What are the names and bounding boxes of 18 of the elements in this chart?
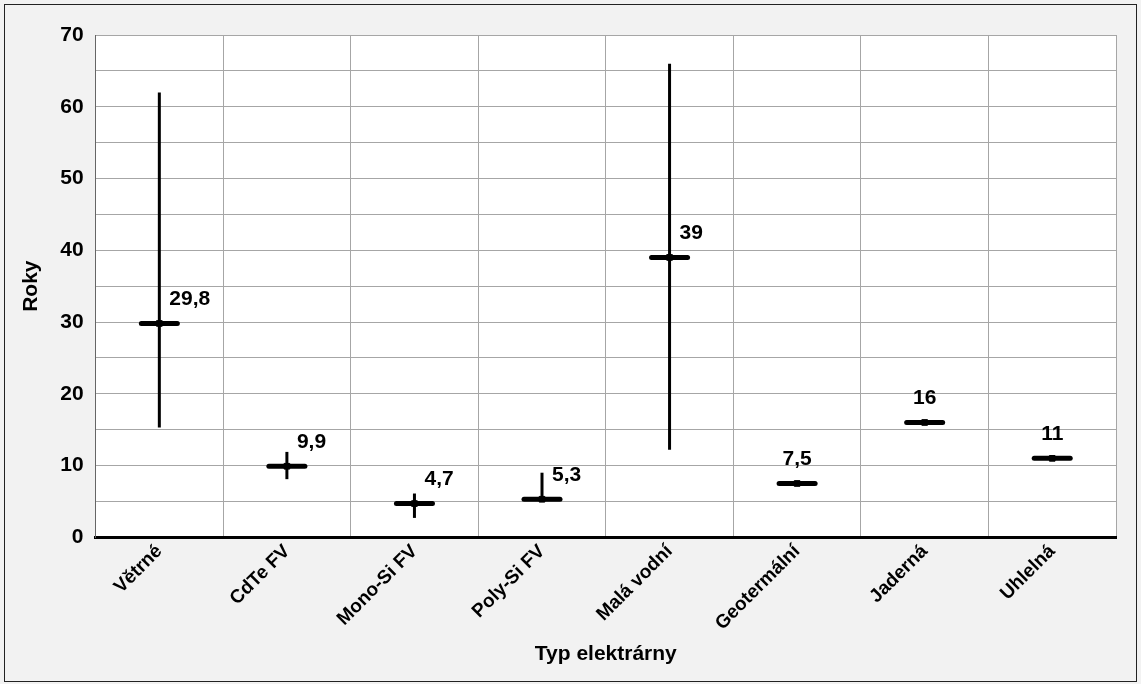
data-label: 7,5 — [782, 445, 813, 469]
y-tick-label: 10 — [60, 452, 84, 476]
x-axis-title: Typ elektrárny — [534, 641, 678, 665]
data-label: 5,3 — [552, 461, 582, 485]
data-label: 11 — [1041, 420, 1064, 444]
y-tick-label: 0 — [71, 524, 84, 548]
data-label: 29,8 — [169, 285, 211, 309]
data-label: 4,7 — [424, 465, 454, 489]
y-tick-label: 70 — [60, 21, 84, 45]
data-label: 9,9 — [296, 428, 327, 452]
y-tick-label: 20 — [60, 380, 84, 404]
y-tick-label: 60 — [60, 93, 84, 117]
y-tick-label: 50 — [60, 165, 84, 189]
data-label: 39 — [679, 219, 703, 243]
y-tick-label: 40 — [60, 237, 84, 261]
data-label: 16 — [912, 384, 937, 408]
y-axis-title: Roky — [18, 260, 42, 312]
y-tick-label: 30 — [60, 308, 84, 332]
